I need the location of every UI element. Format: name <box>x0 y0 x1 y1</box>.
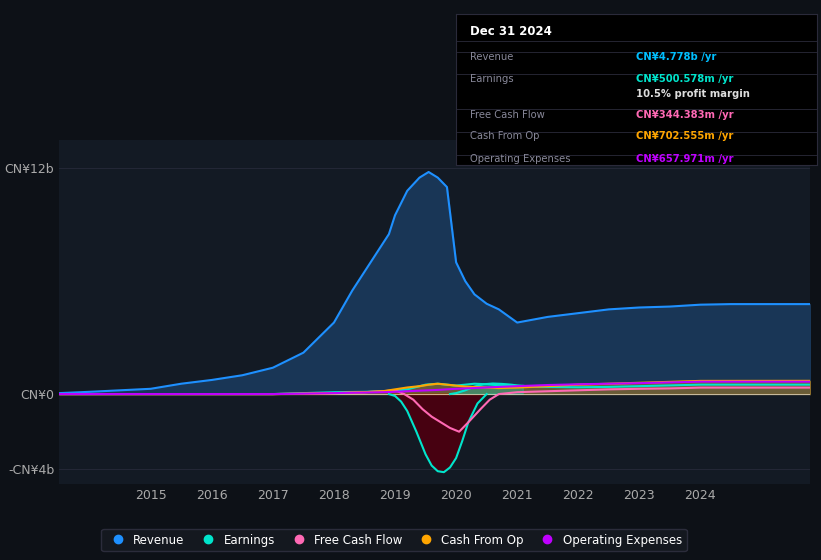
Text: Earnings: Earnings <box>470 73 514 83</box>
Text: Operating Expenses: Operating Expenses <box>470 153 571 164</box>
Text: Revenue: Revenue <box>470 53 513 62</box>
Text: CN¥702.555m /yr: CN¥702.555m /yr <box>636 131 734 141</box>
Text: CN¥657.971m /yr: CN¥657.971m /yr <box>636 153 734 164</box>
Text: CN¥344.383m /yr: CN¥344.383m /yr <box>636 110 734 120</box>
Polygon shape <box>450 384 523 394</box>
Text: CN¥500.578m /yr: CN¥500.578m /yr <box>636 73 734 83</box>
Polygon shape <box>389 394 487 472</box>
Text: 10.5% profit margin: 10.5% profit margin <box>636 88 750 99</box>
Text: Cash From Op: Cash From Op <box>470 131 539 141</box>
Text: CN¥4.778b /yr: CN¥4.778b /yr <box>636 53 717 62</box>
Text: Free Cash Flow: Free Cash Flow <box>470 110 545 120</box>
Legend: Revenue, Earnings, Free Cash Flow, Cash From Op, Operating Expenses: Revenue, Earnings, Free Cash Flow, Cash … <box>102 529 686 551</box>
Text: Dec 31 2024: Dec 31 2024 <box>470 25 552 38</box>
